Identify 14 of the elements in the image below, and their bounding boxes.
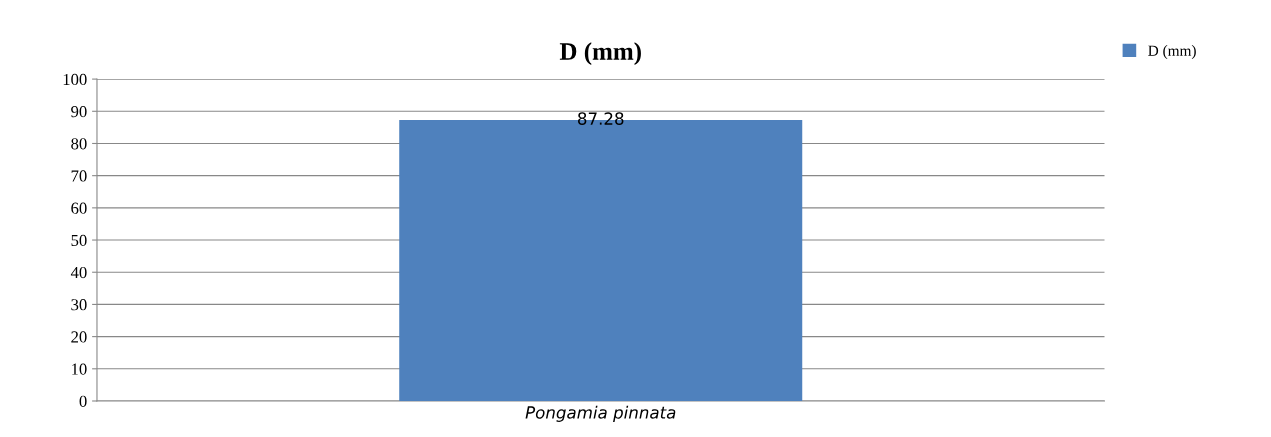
y-tick-label: 30 <box>71 299 87 311</box>
y-tick-label: 80 <box>71 138 87 150</box>
y-tick-label: 40 <box>70 266 87 279</box>
y-tick-label: 70 <box>71 170 87 182</box>
legend-label: D (mm) <box>1148 45 1196 59</box>
y-tick-label: 10 <box>72 363 87 375</box>
x-tick-label: Pongamia pinnata <box>525 405 676 422</box>
y-tick-label: 90 <box>71 105 87 118</box>
chart-title: D (mm) <box>559 42 641 65</box>
y-tick-label: 20 <box>71 331 87 343</box>
y-tick-label: 50 <box>71 234 87 246</box>
y-tick-label: 100 <box>63 73 87 86</box>
y-tick-label: 0 <box>79 395 87 407</box>
y-tick-label: 60 <box>71 202 87 214</box>
